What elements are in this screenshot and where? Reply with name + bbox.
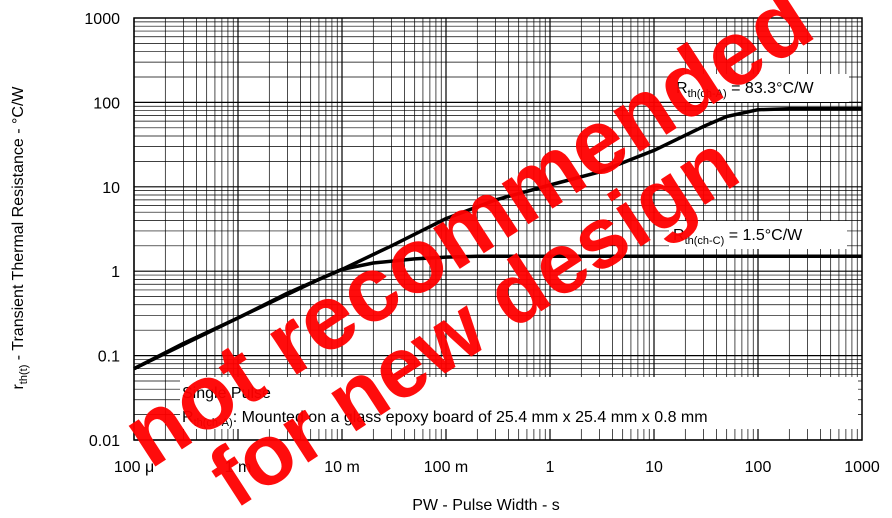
x-tick-label: 10 m <box>324 459 360 476</box>
y-axis-label: rth(t) - Transient Thermal Resistance - … <box>10 86 30 390</box>
rth-ca-label: Rth(ch-A) = 83.3°C/W <box>676 80 814 100</box>
x-tick-label: 100 μ <box>114 459 154 476</box>
y-tick-label: 1 <box>111 264 120 281</box>
single-pulse-label: Single Pulse <box>182 385 271 402</box>
x-tick-label: 1 <box>546 459 555 476</box>
x-axis-label: PW - Pulse Width - s <box>412 497 560 514</box>
mount-note: Rth(ch-A): Mounted on a glass epoxy boar… <box>182 409 708 429</box>
y-tick-labels: 0.01 0.1 1 10 100 1000 <box>84 11 120 450</box>
x-tick-label: 100 <box>745 459 772 476</box>
x-tick-labels: 100 μ 1 m 10 m 100 m 1 10 100 1000 <box>114 459 880 476</box>
x-tick-label: 100 m <box>424 459 468 476</box>
x-tick-label: 1 m <box>225 459 252 476</box>
x-tick-label: 1000 <box>844 459 880 476</box>
y-tick-label: 100 <box>93 95 120 112</box>
y-tick-label: 0.01 <box>89 433 120 450</box>
y-tick-label: 0.1 <box>98 349 120 366</box>
curves <box>133 107 862 371</box>
rth-ca-label-bg <box>671 74 849 102</box>
rth-cc-label: Rth(ch-C) = 1.5°C/W <box>673 227 803 247</box>
rth-cc-label-bg <box>669 221 847 249</box>
series-line-2 <box>133 254 862 371</box>
note-box-bg <box>180 377 858 429</box>
x-tick-label: 10 <box>645 459 663 476</box>
plot-frame <box>133 17 863 441</box>
y-tick-label: 10 <box>102 180 120 197</box>
y-tick-label: 1000 <box>84 11 120 28</box>
